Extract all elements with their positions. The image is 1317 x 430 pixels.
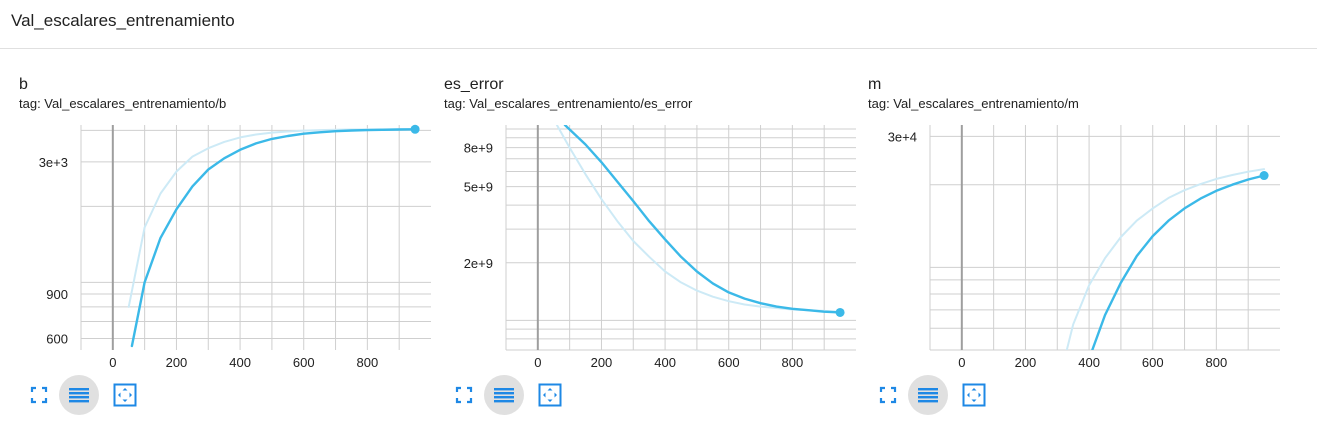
series-line-smoothed [130, 128, 417, 348]
card-tag: tag: Val_escalares_entrenamiento/b [19, 96, 227, 111]
grid [929, 125, 1280, 351]
fit-domain-icon [962, 383, 986, 407]
toggle-log-scale-icon [918, 388, 938, 403]
x-tick-label: 200 [591, 355, 613, 370]
x-tick-label: 200 [166, 355, 188, 370]
chart-card-es-error: es_error tag: Val_escalares_entrenamient… [444, 72, 864, 422]
fullscreen-icon [30, 386, 48, 404]
fullscreen-button[interactable] [868, 375, 908, 415]
y-tick-label: 900 [46, 287, 68, 302]
fullscreen-icon [879, 386, 897, 404]
page-header: Val_escalares_entrenamiento [0, 0, 1317, 49]
x-tick-label: 800 [782, 355, 804, 370]
toggle-log-scale-icon [69, 388, 89, 403]
toggle-log-scale-icon [494, 388, 514, 403]
fit-domain-button[interactable] [105, 375, 145, 415]
fullscreen-button[interactable] [19, 375, 59, 415]
x-tick-label: 800 [357, 355, 379, 370]
y-tick-label: 5e+9 [464, 180, 493, 195]
x-tick-label: 600 [718, 355, 740, 370]
chart-card-b: b tag: Val_escalares_entrenamiento/b 600… [19, 72, 439, 422]
x-tick-label: 400 [229, 355, 251, 370]
card-tag: tag: Val_escalares_entrenamiento/es_erro… [444, 96, 693, 111]
fit-domain-icon [538, 383, 562, 407]
x-tick-label: 200 [1015, 355, 1037, 370]
card-title: m [868, 76, 882, 93]
fit-domain-button[interactable] [530, 375, 570, 415]
series-line-raw [1065, 168, 1266, 350]
fit-domain-icon [113, 383, 137, 407]
card-title: es_error [444, 76, 504, 93]
chart-plot[interactable]: 600 900 3e+3 0 200 400 600 800 [19, 72, 439, 372]
toggle-log-scale-button[interactable] [59, 375, 99, 415]
x-tick-label: 0 [534, 355, 541, 370]
fit-domain-button[interactable] [954, 375, 994, 415]
x-tick-label: 400 [654, 355, 676, 370]
series-line-raw [555, 125, 842, 313]
series-line-smoothed [1091, 174, 1266, 350]
card-tag: tag: Val_escalares_entrenamiento/m [868, 96, 1079, 111]
chart-plot[interactable]: 3e+4 0 200 400 600 800 [868, 72, 1288, 372]
x-tick-label: 0 [109, 355, 116, 370]
card-title: b [19, 76, 28, 93]
fullscreen-icon [455, 386, 473, 404]
last-point-marker[interactable] [835, 307, 845, 317]
x-tick-label: 400 [1078, 355, 1100, 370]
y-tick-label: 600 [46, 331, 68, 346]
page-title: Val_escalares_entrenamiento [11, 11, 235, 30]
y-tick-label: 8e+9 [464, 141, 493, 156]
chart-plot[interactable]: 2e+9 5e+9 8e+9 0 200 400 600 800 [444, 72, 864, 372]
x-tick-label: 600 [1142, 355, 1164, 370]
toggle-log-scale-button[interactable] [484, 375, 524, 415]
y-tick-label: 3e+4 [888, 129, 917, 144]
toggle-log-scale-button[interactable] [908, 375, 948, 415]
grid [505, 125, 856, 351]
y-tick-label: 2e+9 [464, 256, 493, 271]
last-point-marker[interactable] [410, 124, 420, 134]
fullscreen-button[interactable] [444, 375, 484, 415]
series-line-smoothed [563, 125, 842, 314]
chart-card-m: m tag: Val_escalares_entrenamiento/m 3e+… [868, 72, 1288, 422]
grid [80, 125, 431, 350]
last-point-marker[interactable] [1259, 171, 1269, 181]
x-tick-label: 0 [958, 355, 965, 370]
x-tick-label: 600 [293, 355, 315, 370]
y-tick-label: 3e+3 [39, 155, 68, 170]
x-tick-label: 800 [1206, 355, 1228, 370]
